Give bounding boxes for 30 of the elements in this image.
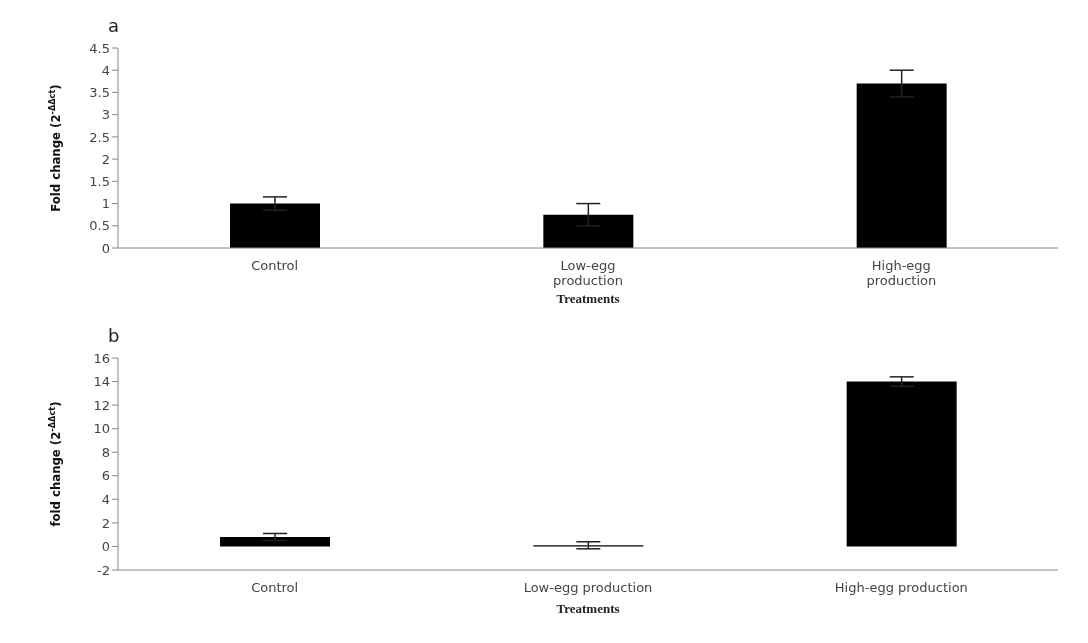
x-axis-title: Treatments bbox=[556, 601, 620, 617]
y-tick-label: 6 bbox=[101, 468, 110, 484]
y-tick-label: 4 bbox=[101, 62, 110, 78]
y-tick-label: 0.5 bbox=[89, 218, 110, 234]
y-tick-label: 10 bbox=[93, 421, 110, 437]
y-tick-label: 2 bbox=[101, 151, 110, 167]
y-tick-label: 3 bbox=[101, 107, 110, 123]
y-tick-label: 2 bbox=[101, 515, 110, 531]
y-tick-label: 3.5 bbox=[89, 85, 110, 101]
y-tick-label: 0 bbox=[101, 539, 110, 555]
y-tick-label: 1 bbox=[101, 196, 110, 212]
chart-title: b bbox=[108, 325, 120, 346]
y-tick-label: 16 bbox=[93, 350, 110, 366]
y-tick-label: 12 bbox=[93, 397, 110, 413]
x-axis-title: Treatments bbox=[556, 291, 620, 307]
y-tick-label: 4 bbox=[101, 491, 110, 507]
x-tick-label: Control bbox=[251, 580, 299, 595]
x-tick-label: High-egg production bbox=[834, 580, 968, 595]
y-tick-label: 14 bbox=[93, 374, 110, 390]
y-tick-label: 2.5 bbox=[89, 129, 110, 145]
y-tick-label: 4.5 bbox=[89, 40, 110, 56]
y-tick-label: 0 bbox=[101, 240, 110, 256]
x-tick-label: Control bbox=[251, 258, 299, 273]
x-tick-label: High-egg production bbox=[866, 258, 937, 288]
y-tick-label: -2 bbox=[97, 562, 110, 578]
x-tick-label: Low-egg production bbox=[553, 258, 623, 288]
chart-title: a bbox=[108, 15, 120, 36]
y-tick-label: 8 bbox=[101, 444, 110, 460]
x-tick-label: Low-egg production bbox=[523, 580, 653, 595]
y-tick-label: 1.5 bbox=[89, 173, 110, 189]
